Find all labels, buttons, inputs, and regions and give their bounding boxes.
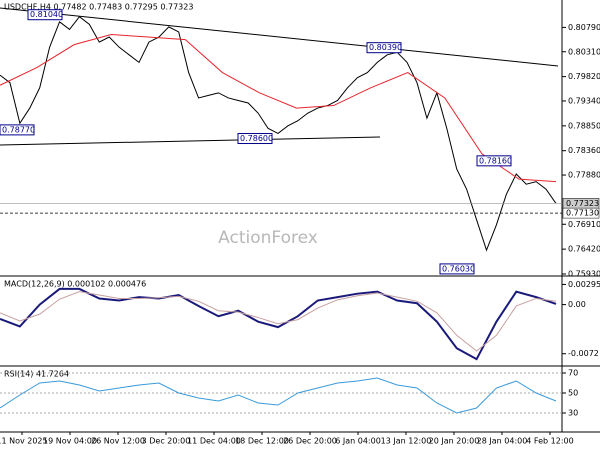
y-tick-label: 0.77880 — [568, 171, 600, 180]
rsi-title: RSI(14) 41.7264 — [4, 370, 69, 379]
annotation-label: 0.76030 — [442, 264, 475, 273]
x-tick-label: 26 Nov 12:00 — [91, 437, 145, 446]
annotation-label: 0.80390 — [369, 43, 402, 52]
series-line — [0, 377, 557, 414]
y-tick-label: 0.79820 — [568, 72, 600, 81]
x-tick-label: 11 Dec 04:00 — [187, 437, 241, 446]
series-line — [0, 291, 557, 352]
x-tick-label: 6 Jan 04:00 — [335, 437, 381, 446]
series-line — [0, 33, 557, 183]
y-tick-label: 0.78360 — [568, 146, 600, 155]
y-tick-label: 0.00 — [568, 300, 586, 309]
y-tick-label: -0.0072 — [568, 349, 599, 358]
x-tick-label: 20 Jan 20:00 — [429, 437, 480, 446]
x-tick-label: 26 Dec 20:00 — [283, 437, 337, 446]
y-tick-label: 50 — [568, 389, 578, 398]
annotation-box — [237, 133, 273, 145]
macd-title: MACD(12,26,9) 0.000102 0.000476 — [4, 280, 146, 289]
trend-line — [0, 136, 381, 146]
y-tick-label: 0.76420 — [568, 245, 600, 254]
y-tick-label: 70 — [568, 369, 578, 378]
price-level-label: 0.77323 — [566, 199, 599, 208]
y-tick-label: 30 — [568, 409, 578, 418]
x-tick-label: 28 Jan 04:00 — [477, 437, 528, 446]
annotation-box — [0, 124, 35, 136]
y-tick-label: 0.002957 — [568, 280, 600, 289]
y-tick-label: 0.78850 — [568, 121, 600, 130]
x-tick-label: 11 Nov 2025 — [0, 437, 48, 446]
x-tick-label: 13 Jan 12:00 — [381, 437, 432, 446]
annotation-label: 0.78600 — [240, 134, 273, 143]
y-tick-label: 0.75930 — [568, 269, 600, 278]
y-tick-label: 0.76910 — [568, 220, 600, 229]
annotation-box — [366, 42, 402, 54]
y-tick-label: 0.80790 — [568, 23, 600, 32]
annotation-box — [476, 155, 512, 167]
x-tick-label: 3 Dec 20:00 — [142, 437, 191, 446]
y-tick-label: 0.80310 — [568, 47, 600, 56]
x-tick-label: 18 Dec 12:00 — [235, 437, 289, 446]
y-tick-label: 0.79340 — [568, 96, 600, 105]
annotation-label: 0.81040 — [30, 10, 63, 19]
chart-title: USDCHF,H4 0.77482 0.77483 0.77295 0.7732… — [4, 3, 193, 12]
trend-line — [0, 7, 559, 67]
annotation-box — [439, 263, 475, 275]
annotation-box — [27, 9, 63, 21]
watermark: ActionForex — [218, 228, 318, 248]
annotation-label: 0.78160 — [479, 156, 512, 165]
series-line — [0, 287, 557, 361]
annotation-label: 0.78770 — [2, 125, 35, 134]
price-level-box — [562, 207, 600, 219]
x-tick-label: 19 Nov 04:00 — [43, 437, 97, 446]
price-level-label: 0.77130 — [566, 209, 599, 218]
series-line — [0, 16, 557, 252]
x-tick-label: 4 Feb 12:00 — [526, 437, 573, 446]
